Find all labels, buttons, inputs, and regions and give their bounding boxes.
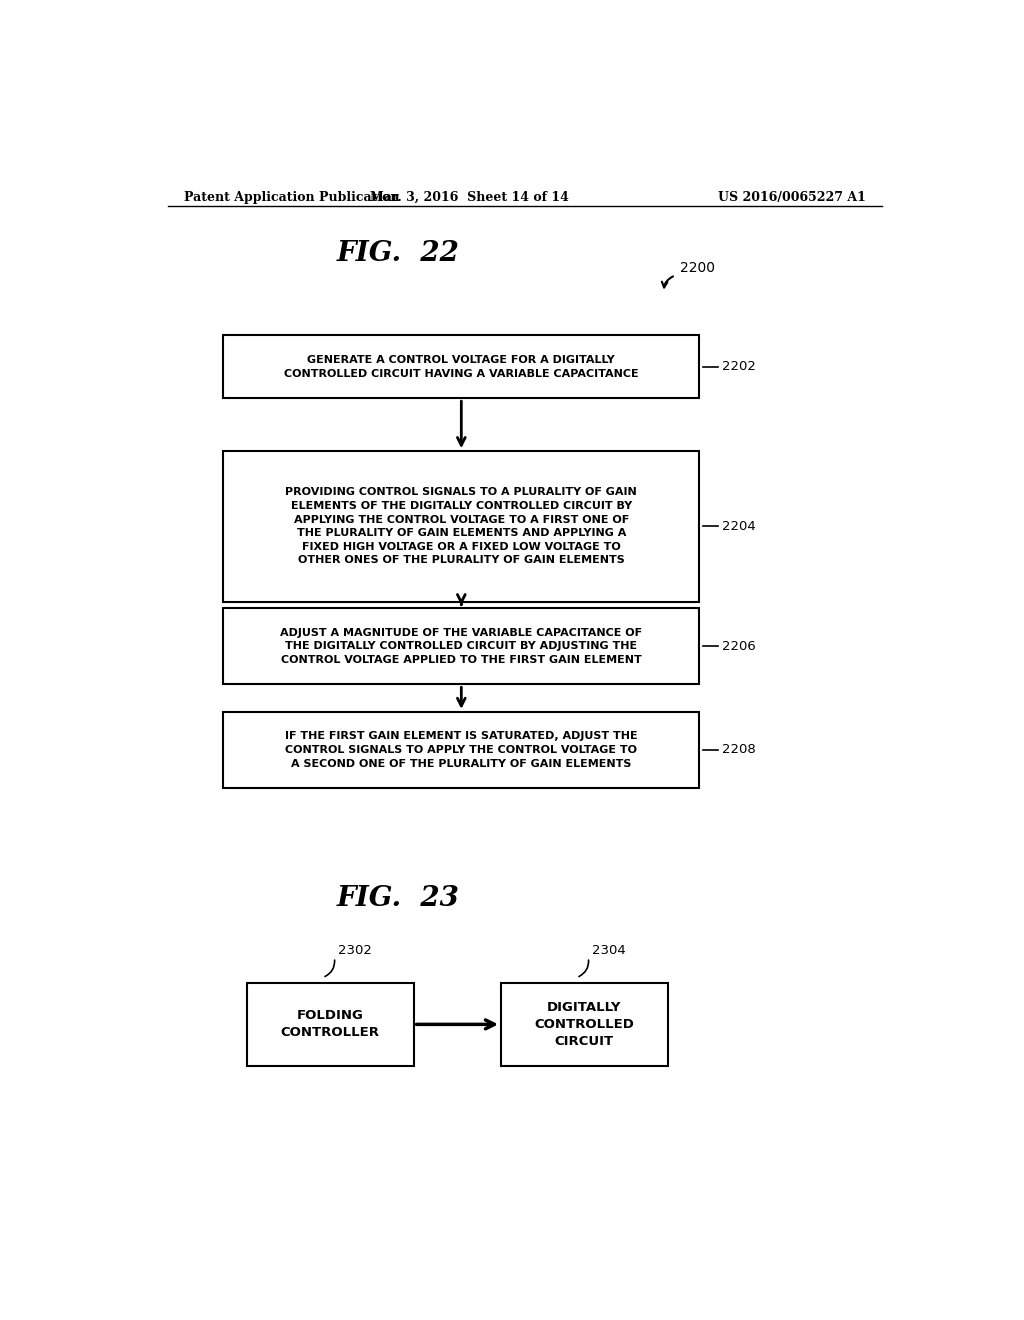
Bar (223, 451, 699, 602)
Text: PROVIDING CONTROL SIGNALS TO A PLURALITY OF GAIN
ELEMENTS OF THE DIGITALLY CONTR: PROVIDING CONTROL SIGNALS TO A PLURALITY… (286, 487, 637, 565)
Bar (223, 711, 699, 788)
Text: Mar. 3, 2016  Sheet 14 of 14: Mar. 3, 2016 Sheet 14 of 14 (370, 190, 568, 203)
Text: 2202: 2202 (722, 360, 756, 374)
Text: IF THE FIRST GAIN ELEMENT IS SATURATED, ADJUST THE
CONTROL SIGNALS TO APPLY THE : IF THE FIRST GAIN ELEMENT IS SATURATED, … (285, 731, 638, 768)
Bar (223, 609, 699, 684)
Text: GENERATE A CONTROL VOLTAGE FOR A DIGITALLY
CONTROLLED CIRCUIT HAVING A VARIABLE : GENERATE A CONTROL VOLTAGE FOR A DIGITAL… (284, 355, 639, 379)
Bar (223, 335, 699, 399)
Text: DIGITALLY
CONTROLLED
CIRCUIT: DIGITALLY CONTROLLED CIRCUIT (535, 1001, 634, 1048)
Text: 2200: 2200 (680, 261, 715, 275)
Text: FIG.  22: FIG. 22 (337, 240, 459, 268)
Text: FOLDING
CONTROLLER: FOLDING CONTROLLER (281, 1010, 380, 1039)
Bar (247, 982, 414, 1067)
Text: 2208: 2208 (722, 743, 756, 756)
Text: FIG.  23: FIG. 23 (337, 884, 459, 912)
Text: ADJUST A MAGNITUDE OF THE VARIABLE CAPACITANCE OF
THE DIGITALLY CONTROLLED CIRCU: ADJUST A MAGNITUDE OF THE VARIABLE CAPAC… (281, 628, 642, 665)
Text: 2302: 2302 (338, 944, 372, 957)
Text: 2204: 2204 (722, 520, 756, 533)
Text: Patent Application Publication: Patent Application Publication (183, 190, 399, 203)
Text: 2304: 2304 (592, 944, 626, 957)
Text: 2206: 2206 (722, 640, 756, 653)
Text: US 2016/0065227 A1: US 2016/0065227 A1 (718, 190, 866, 203)
Bar (501, 982, 668, 1067)
